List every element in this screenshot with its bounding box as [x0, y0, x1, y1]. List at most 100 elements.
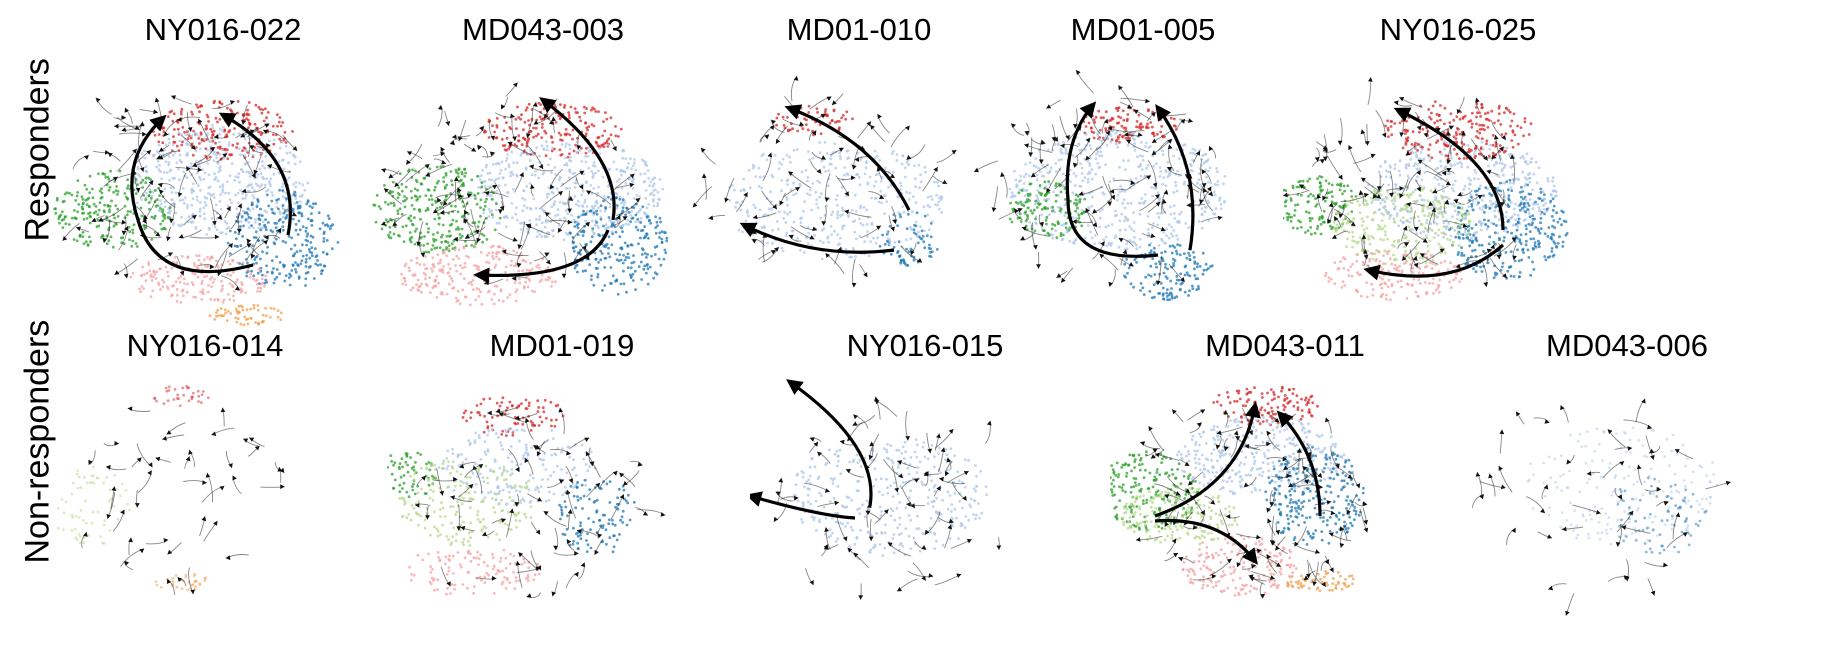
cell-point [755, 221, 758, 225]
cell-point [1041, 163, 1045, 167]
cell-point [282, 167, 286, 170]
cell-point [512, 161, 516, 165]
cell-point [190, 191, 194, 195]
cell-point [1199, 183, 1202, 187]
cell-point [228, 262, 232, 266]
cell-point [919, 180, 923, 184]
cell-point [544, 154, 548, 158]
cell-point [403, 195, 406, 198]
cell-point [191, 112, 194, 116]
cell-point [1107, 224, 1110, 228]
cell-point [424, 194, 428, 198]
cell-point [922, 240, 926, 244]
cell-point [869, 240, 872, 244]
cell-point [89, 240, 92, 244]
cell-point [432, 237, 435, 241]
cell-point [570, 213, 573, 217]
stream-arrowhead [437, 197, 442, 203]
cell-point [607, 195, 610, 199]
cell-point [608, 255, 612, 259]
cell-point [455, 219, 458, 223]
cell-point [306, 271, 310, 274]
cell-point [185, 176, 189, 179]
cell-point [529, 261, 532, 265]
cell-point [1160, 251, 1164, 255]
stream-arrowhead [832, 100, 837, 106]
cell-point [909, 228, 913, 231]
cell-point [319, 263, 322, 267]
cell-point [277, 207, 280, 211]
cell-point [553, 200, 557, 204]
cell-point [600, 252, 604, 255]
cell-point [156, 159, 160, 163]
cell-point [796, 129, 800, 133]
cell-point [1143, 174, 1147, 178]
stream-arrowhead [177, 117, 182, 122]
cell-point [855, 173, 858, 177]
cell-point [436, 212, 440, 216]
cell-point [252, 236, 256, 239]
cell-point [1034, 217, 1037, 221]
cell-point [1153, 186, 1156, 190]
cell-point [230, 284, 234, 287]
cell-point [1216, 170, 1219, 174]
cell-point [1045, 222, 1048, 226]
cell-point [595, 199, 599, 203]
cell-point [550, 171, 553, 174]
cell-point [479, 290, 482, 294]
cell-point [291, 130, 294, 133]
cell-point [652, 193, 656, 197]
cell-point [131, 271, 135, 275]
cell-point [222, 298, 226, 302]
cell-point [1192, 256, 1196, 259]
cell-point [262, 119, 266, 123]
cell-point [823, 140, 827, 144]
cell-point [537, 263, 540, 267]
cell-point [1187, 251, 1190, 255]
cell-point [111, 245, 115, 249]
cell-point [1077, 142, 1081, 146]
cell-point [643, 172, 647, 175]
cell-point [580, 193, 584, 197]
cell-point [258, 167, 262, 171]
stream-arrowhead [1150, 112, 1156, 117]
cell-point [1147, 273, 1150, 277]
cell-point [458, 233, 462, 236]
cell-point [495, 136, 499, 139]
cell-point [838, 154, 842, 158]
cell-point [538, 266, 541, 270]
cell-point [789, 188, 793, 192]
cell-point [261, 108, 265, 112]
cell-point [598, 152, 602, 156]
cell-point [1171, 244, 1175, 248]
cell-point [1094, 157, 1098, 161]
cell-point [263, 284, 266, 288]
cell-point [219, 168, 222, 172]
cell-point [586, 155, 590, 158]
cell-point [511, 187, 515, 191]
cell-point [1051, 233, 1054, 237]
cell-point [1108, 180, 1111, 184]
cell-point [330, 247, 334, 251]
cell-point [601, 175, 605, 179]
cell-point [627, 223, 631, 227]
cell-point [884, 167, 887, 170]
cell-point [375, 193, 379, 197]
cell-point [269, 306, 273, 310]
cell-point [230, 153, 234, 157]
cell-point [571, 137, 574, 141]
cell-point [1178, 253, 1182, 257]
stream-arrowhead [1207, 186, 1212, 192]
stream-arrowhead [567, 208, 572, 213]
cell-point [125, 213, 129, 217]
cell-point [420, 182, 424, 186]
cell-point [439, 258, 443, 262]
cell-point [418, 208, 421, 212]
cell-point [836, 204, 839, 207]
cell-point [587, 166, 591, 170]
cell-point [583, 201, 587, 204]
cell-point [1139, 141, 1143, 144]
cell-point [838, 126, 841, 130]
cell-point [535, 223, 539, 227]
cell-point [203, 217, 207, 221]
